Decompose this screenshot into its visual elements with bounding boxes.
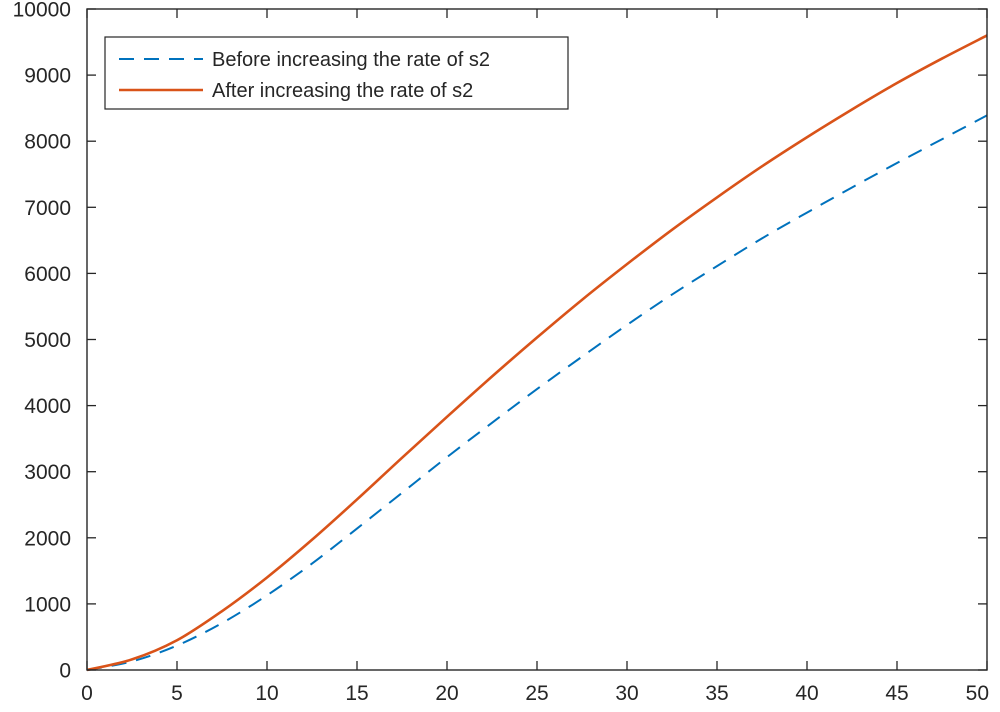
x-tick-label: 40 xyxy=(795,682,818,705)
legend-label-2: After increasing the rate of s2 xyxy=(212,80,473,102)
x-tick-label: 10 xyxy=(255,682,278,705)
x-tick-label: 50 xyxy=(966,682,989,705)
y-tick-label: 6000 xyxy=(24,263,71,286)
legend: Before increasing the rate of s2 After in… xyxy=(104,36,569,110)
x-tick-label: 25 xyxy=(525,682,548,705)
tick-layer: 0 5 10 15 20 25 30 35 40 45 50 0 1000 2000 3000 4000 500… xyxy=(13,0,989,705)
x-tick-label: 45 xyxy=(885,682,908,705)
y-tick-label: 2000 xyxy=(24,527,71,550)
y-tick-label: 8000 xyxy=(24,131,71,154)
series-layer xyxy=(86,34,988,672)
y-tick-label: 0 xyxy=(59,660,71,683)
x-tick-label: 0 xyxy=(81,682,93,705)
series-line-1 xyxy=(86,114,988,671)
y-tick-label: 10000 xyxy=(13,0,71,22)
legend-box xyxy=(104,36,569,110)
y-tick-label: 3000 xyxy=(24,461,71,484)
y-tick-label: 5000 xyxy=(24,329,71,352)
y-tick-label: 4000 xyxy=(24,395,71,418)
x-tick-label: 20 xyxy=(435,682,458,705)
y-tick-label: 7000 xyxy=(24,197,71,220)
y-tick-label: 9000 xyxy=(24,65,71,88)
legend-label-1: Before increasing the rate of s2 xyxy=(212,49,490,71)
x-tick-label: 30 xyxy=(615,682,638,705)
x-tick-label: 15 xyxy=(345,682,368,705)
series-line-2 xyxy=(86,34,988,672)
x-tick-label: 5 xyxy=(171,682,183,705)
x-tick-label: 35 xyxy=(705,682,728,705)
y-tick-label: 1000 xyxy=(24,593,71,616)
